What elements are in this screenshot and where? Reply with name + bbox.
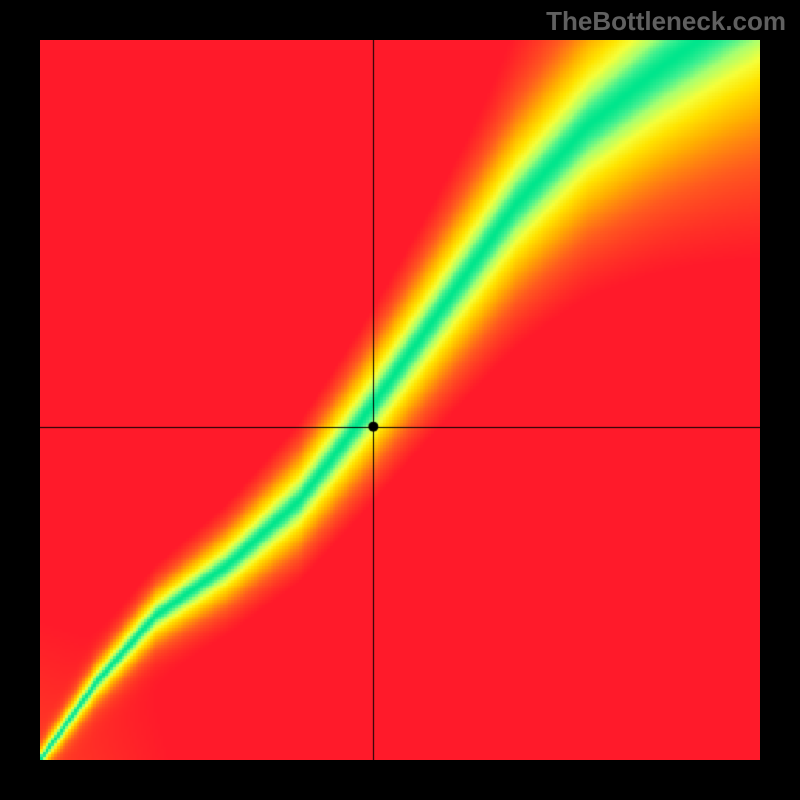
chart-frame: { "watermark": "TheBottleneck.com", "can… bbox=[0, 0, 800, 800]
bottleneck-heatmap bbox=[40, 40, 760, 760]
watermark-text: TheBottleneck.com bbox=[546, 6, 786, 37]
